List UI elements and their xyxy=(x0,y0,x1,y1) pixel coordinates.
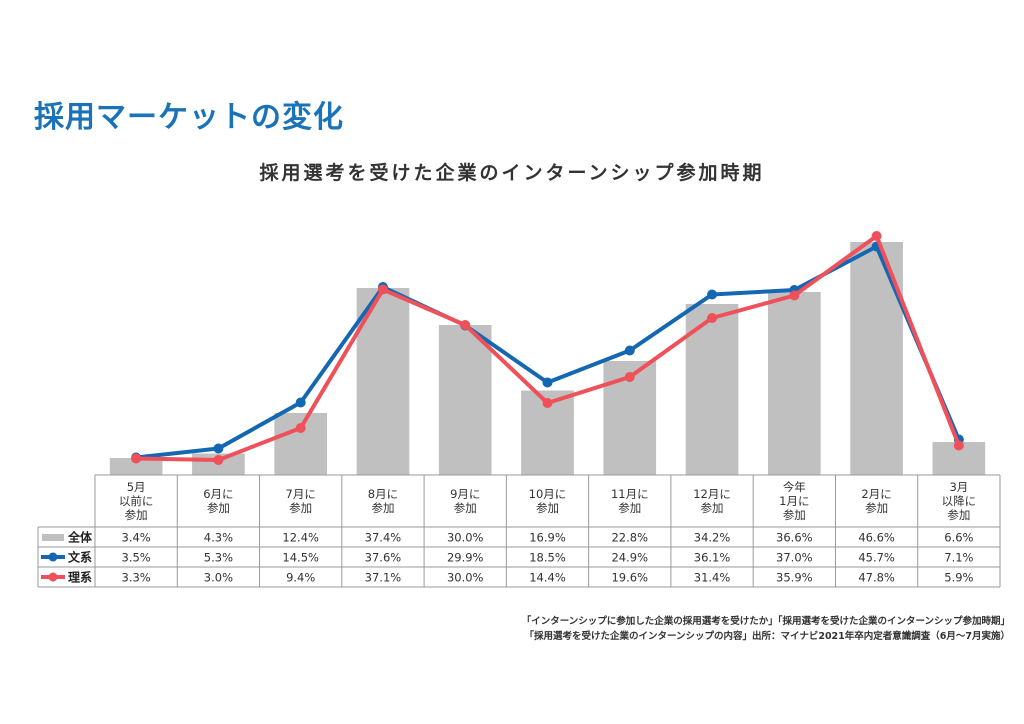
value-label-文系-6: 24.9% xyxy=(611,551,648,565)
value-label-文系-2: 14.5% xyxy=(282,551,319,565)
category-label-6-0: 11月に xyxy=(611,487,649,501)
point-文系-7 xyxy=(707,289,718,300)
value-label-全体-3: 37.4% xyxy=(365,531,402,545)
value-label-文系-10: 7.1% xyxy=(944,551,973,565)
value-label-理系-3: 37.1% xyxy=(365,571,402,585)
category-label-9-1: 参加 xyxy=(865,501,888,515)
value-label-全体-9: 46.6% xyxy=(858,531,895,545)
category-label-10-0: 3月 xyxy=(949,480,968,494)
bar-全体-8 xyxy=(767,292,821,475)
value-label-全体-2: 12.4% xyxy=(282,531,319,545)
value-label-文系-9: 45.7% xyxy=(858,551,895,565)
value-label-文系-8: 37.0% xyxy=(776,551,813,565)
category-label-4-1: 参加 xyxy=(454,501,477,515)
value-label-文系-5: 18.5% xyxy=(529,551,566,565)
category-label-8-1: 1月に xyxy=(779,494,809,508)
category-label-7-1: 参加 xyxy=(701,501,724,515)
value-label-文系-1: 5.3% xyxy=(204,551,233,565)
category-label-9-0: 2月に xyxy=(861,487,891,501)
category-label-0-1: 以前に xyxy=(119,494,154,508)
point-文系-1 xyxy=(213,443,224,454)
page-title: 採用マーケットの変化 xyxy=(34,100,344,135)
value-label-文系-0: 3.5% xyxy=(122,551,151,565)
bar-全体-0 xyxy=(109,458,163,475)
legend-label-全体: 全体 xyxy=(67,530,93,545)
point-理系-9 xyxy=(871,231,882,241)
value-label-文系-3: 37.6% xyxy=(365,551,402,565)
chart-title: 採用選考を受けた企業のインターンシップ参加時期 xyxy=(259,162,765,184)
category-label-2-1: 参加 xyxy=(289,501,312,515)
bar-全体-4 xyxy=(438,325,492,475)
source-line-1: 「インターンシップに参加した企業の採用選考を受けたか」「採用選考を受けた企業のイ… xyxy=(521,616,1010,627)
source-line-2: 「採用選考を受けた企業のインターンシップの内容」出所：マイナビ2021年卒内定者… xyxy=(524,631,1011,642)
point-理系-10 xyxy=(953,440,964,451)
category-label-5-1: 参加 xyxy=(536,501,559,515)
value-label-全体-7: 34.2% xyxy=(694,531,731,545)
value-label-理系-1: 3.0% xyxy=(204,571,233,585)
value-label-理系-8: 35.9% xyxy=(776,571,813,585)
source-note: 「インターンシップに参加した企業の採用選考を受けたか」「採用選考を受けた企業のイ… xyxy=(522,614,1010,644)
value-label-文系-4: 29.9% xyxy=(447,551,484,565)
category-label-7-0: 12月に xyxy=(693,487,731,501)
value-label-理系-2: 9.4% xyxy=(286,571,315,585)
legend-swatch-全体 xyxy=(42,534,64,541)
value-label-理系-7: 31.4% xyxy=(694,571,731,585)
category-label-1-0: 6月に xyxy=(203,487,233,501)
value-label-全体-1: 4.3% xyxy=(204,531,233,545)
legend-label-理系: 理系 xyxy=(68,570,92,585)
category-label-5-0: 10月に xyxy=(529,487,567,501)
value-label-理系-6: 19.6% xyxy=(611,571,648,585)
legend-marker-文系 xyxy=(48,552,58,562)
category-label-0-0: 5月 xyxy=(127,480,146,494)
category-label-10-1: 以降に xyxy=(942,494,977,508)
point-理系-0 xyxy=(131,453,142,464)
category-label-3-0: 8月に xyxy=(368,487,398,501)
value-label-全体-10: 6.6% xyxy=(944,531,973,545)
category-label-8-0: 今年 xyxy=(783,480,806,494)
value-label-理系-4: 30.0% xyxy=(447,571,484,585)
value-label-全体-8: 36.6% xyxy=(776,531,813,545)
category-label-6-1: 参加 xyxy=(618,501,641,515)
value-label-全体-6: 22.8% xyxy=(611,531,648,545)
value-label-理系-10: 5.9% xyxy=(944,571,973,585)
point-理系-5 xyxy=(542,398,553,408)
value-label-全体-4: 30.0% xyxy=(447,531,484,545)
point-文系-2 xyxy=(295,397,306,408)
point-理系-8 xyxy=(789,290,800,301)
value-label-全体-0: 3.4% xyxy=(122,531,151,545)
category-label-4-0: 9月に xyxy=(450,487,480,501)
category-label-3-1: 参加 xyxy=(371,501,394,515)
category-label-1-1: 参加 xyxy=(207,501,230,515)
value-label-全体-5: 16.9% xyxy=(529,531,566,545)
point-理系-4 xyxy=(460,320,471,330)
category-label-2-0: 7月に xyxy=(286,487,316,501)
point-文系-5 xyxy=(542,377,553,388)
point-理系-1 xyxy=(213,455,224,465)
legend-marker-理系 xyxy=(48,572,58,582)
value-label-理系-5: 14.4% xyxy=(529,571,566,585)
category-label-10-2: 参加 xyxy=(947,508,970,522)
category-label-0-2: 参加 xyxy=(125,508,148,522)
value-label-文系-7: 36.1% xyxy=(694,551,731,565)
point-理系-7 xyxy=(707,313,718,323)
value-label-理系-0: 3.3% xyxy=(122,571,151,585)
point-理系-2 xyxy=(295,423,306,433)
value-label-理系-9: 47.8% xyxy=(858,571,895,585)
point-理系-6 xyxy=(624,372,635,382)
legend-label-文系: 文系 xyxy=(68,550,92,565)
bar-全体-2 xyxy=(274,413,328,475)
bar-全体-9 xyxy=(850,242,903,475)
point-理系-3 xyxy=(377,284,388,295)
category-label-8-2: 参加 xyxy=(783,508,806,522)
point-文系-6 xyxy=(624,345,635,356)
